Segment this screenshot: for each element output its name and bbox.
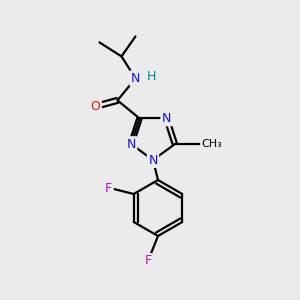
Text: N: N [148,154,158,166]
Text: N: N [162,112,171,125]
Text: N: N [126,138,136,151]
Text: N: N [131,72,140,85]
Text: CH₃: CH₃ [202,139,222,149]
Text: F: F [105,182,112,196]
Text: O: O [91,100,100,113]
Text: H: H [147,70,156,83]
Text: F: F [144,254,152,268]
